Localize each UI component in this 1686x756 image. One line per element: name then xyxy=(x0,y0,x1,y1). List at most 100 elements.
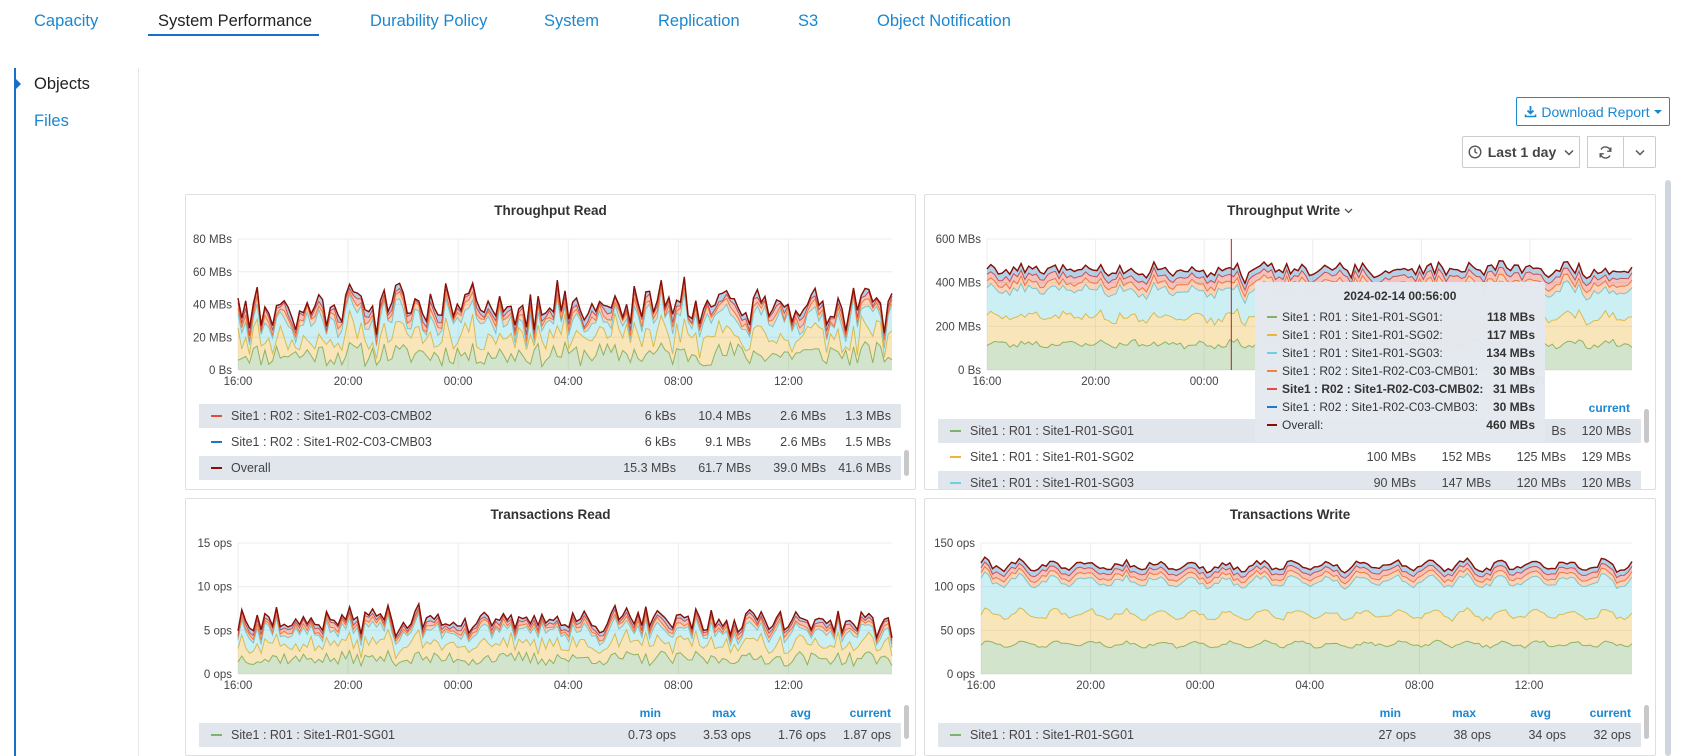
series-avg: 39.0 MBs xyxy=(773,461,826,475)
series-avg: 125 MBs xyxy=(1516,450,1566,464)
legend-row[interactable]: Site1 : R01 : Site1-R01-SG01 27 ops 38 o… xyxy=(938,723,1641,747)
legend-row[interactable]: Site1 : R01 : Site1-R01-SG02 100 MBs 152… xyxy=(938,445,1641,469)
series-line xyxy=(980,571,1633,590)
legend-row[interactable]: Overall 15.3 MBs 61.7 MBs 39.0 MBs 41.6 … xyxy=(199,456,901,480)
series-area xyxy=(238,629,892,666)
legend-header-min[interactable]: min xyxy=(1379,706,1401,720)
tooltip-series-name: Site1 : R02 : Site1-R02-C03-CMB03: xyxy=(1282,400,1479,414)
tab-durability-policy[interactable]: Durability Policy xyxy=(370,12,488,30)
y-tick-label: 400 MBs xyxy=(936,278,982,290)
legend-header-max[interactable]: max xyxy=(711,706,736,720)
x-tick-label: 00:00 xyxy=(444,680,473,692)
series-name: Site1 : R01 : Site1-R01-SG01 xyxy=(970,424,1134,438)
transactions-write-chart: 0 ops 50 ops 100 ops 150 ops 16:00 20:00 00:00… xyxy=(934,538,1633,692)
series-swatch xyxy=(1267,334,1277,336)
transactions-read-panel: Transactions Read 0 ops 5 ops 10 ops 15 ops… xyxy=(185,498,916,756)
series-area xyxy=(981,607,1632,649)
legend-header-current[interactable]: current xyxy=(849,706,891,720)
throughput-read-chart: 0 Bs 20 MBs 40 MBs 60 MBs 80 MBs 16:00 20:00 00… xyxy=(193,234,893,388)
time-range-picker[interactable]: Last 1 day xyxy=(1462,136,1580,168)
tab-capacity[interactable]: Capacity xyxy=(34,12,99,30)
x-tick-label: 12:00 xyxy=(774,680,803,692)
legend-row[interactable]: Site1 : R01 : Site1-R01-SG03 90 MBs 147 … xyxy=(938,471,1641,490)
series-current: 129 MBs xyxy=(1581,450,1631,464)
x-tick-label: 12:00 xyxy=(1515,680,1544,692)
tooltip-series-value: 31 MBs xyxy=(1492,382,1535,396)
series-name: Site1 : R01 : Site1-R01-SG03 xyxy=(970,476,1134,490)
tab-system-performance[interactable]: System Performance xyxy=(158,12,313,30)
throughput-read-panel: Throughput Read 0 Bs 20 MBs 40 MBs 60 MBs 80… xyxy=(185,194,916,490)
legend-row[interactable]: Site1 : R02 : Site1-R02-C03-CMB02 6 kBs … xyxy=(199,404,901,428)
series-line xyxy=(237,280,893,338)
tab-bar: Capacity System Performance Durability P… xyxy=(0,0,1686,40)
series-max: 38 ops xyxy=(1453,728,1491,742)
tab-object-notification[interactable]: Object Notification xyxy=(877,12,1011,30)
panel-title: Transactions Read xyxy=(490,507,611,522)
x-tick-label: 20:00 xyxy=(1081,376,1110,388)
series-area xyxy=(238,280,892,345)
tab-replication[interactable]: Replication xyxy=(658,12,740,30)
legend-scrollbar[interactable] xyxy=(1644,705,1649,739)
series-current: 32 ops xyxy=(1593,728,1631,742)
y-tick-label: 80 MBs xyxy=(193,234,232,246)
overall-line xyxy=(986,260,1633,286)
series-swatch xyxy=(950,430,961,432)
legend-scrollbar[interactable] xyxy=(904,705,909,739)
y-tick-label: 60 MBs xyxy=(193,267,232,279)
tooltip-series-name: Site1 : R01 : Site1-R01-SG03: xyxy=(1282,346,1443,360)
tab-s3[interactable]: S3 xyxy=(798,12,819,30)
refresh-button[interactable] xyxy=(1587,136,1624,168)
y-tick-label: 0 ops xyxy=(204,669,232,681)
page-scrollbar[interactable] xyxy=(1665,180,1671,756)
y-tick-label: 600 MBs xyxy=(936,234,982,246)
y-tick-label: 40 MBs xyxy=(193,300,232,312)
series-line xyxy=(980,566,1633,585)
x-tick-label: 08:00 xyxy=(664,680,693,692)
legend-header-max[interactable]: max xyxy=(1451,706,1476,720)
legend-header-current[interactable]: current xyxy=(1588,401,1630,415)
series-swatch xyxy=(211,415,222,417)
panel-title[interactable]: Throughput Write xyxy=(925,203,1655,218)
tooltip-row: Site1 : R01 : Site1-R01-SG01: 118 MBs xyxy=(1267,308,1535,326)
sidebar-item-objects[interactable]: Objects xyxy=(34,75,90,93)
download-report-button[interactable]: Download Report xyxy=(1516,97,1670,126)
series-avg: 1.76 ops xyxy=(778,728,826,742)
series-current: 1.5 MBs xyxy=(845,435,891,449)
series-swatch xyxy=(950,482,961,484)
active-tab-underline xyxy=(148,34,319,36)
y-tick-label: 20 MBs xyxy=(193,332,232,344)
x-tick-label: 04:00 xyxy=(554,680,583,692)
series-min: 15.3 MBs xyxy=(623,461,676,475)
legend-scrollbar[interactable] xyxy=(904,450,909,476)
series-avg: 2.6 MBs xyxy=(780,409,826,423)
series-line xyxy=(237,340,893,368)
series-area xyxy=(238,289,892,359)
series-current: 120 MBs xyxy=(1581,424,1631,438)
series-name: Site1 : R01 : Site1-R01-SG02 xyxy=(970,450,1134,464)
tooltip-series-value: 118 MBs xyxy=(1486,310,1535,324)
series-swatch xyxy=(1267,370,1277,372)
legend-header-avg[interactable]: avg xyxy=(1530,706,1551,720)
refresh-options-button[interactable] xyxy=(1623,136,1656,168)
legend-header-current[interactable]: current xyxy=(1589,706,1631,720)
legend-scrollbar[interactable] xyxy=(1644,409,1649,443)
x-tick-label: 12:00 xyxy=(774,376,803,388)
legend-header-min[interactable]: min xyxy=(639,706,661,720)
legend-row[interactable]: Site1 : R02 : Site1-R02-C03-CMB03 6 kBs … xyxy=(199,430,901,454)
legend-row[interactable]: Site1 : R01 : Site1-R01-SG01 0.73 ops 3.… xyxy=(199,723,901,747)
y-tick-label: 5 ops xyxy=(204,625,232,637)
tooltip-series-name: Overall: xyxy=(1282,418,1324,432)
legend-header-avg[interactable]: avg xyxy=(790,706,811,720)
series-swatch xyxy=(1267,424,1277,426)
x-tick-label: 20:00 xyxy=(334,376,363,388)
series-min: 6 kBs xyxy=(644,435,676,449)
series-line xyxy=(237,628,893,660)
series-area xyxy=(238,276,892,338)
tooltip-series-name: Site1 : R01 : Site1-R01-SG02: xyxy=(1282,328,1443,342)
sidebar-item-files[interactable]: Files xyxy=(34,112,69,130)
tab-system[interactable]: System xyxy=(544,12,600,30)
y-tick-label: 0 Bs xyxy=(209,365,232,377)
chevron-down-icon xyxy=(1634,149,1645,156)
series-max: 61.7 MBs xyxy=(698,461,751,475)
series-avg: 120 MBs xyxy=(1516,476,1566,490)
